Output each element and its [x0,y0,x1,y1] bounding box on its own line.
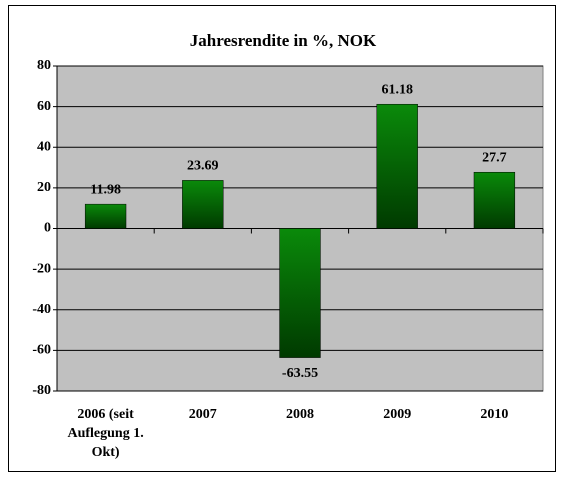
bar [473,171,516,229]
bar [376,103,418,229]
value-label: 61.18 [381,82,413,97]
bar [84,203,127,229]
value-label: 27.7 [482,150,507,165]
y-tick-label: -60 [32,343,51,358]
y-tick-label: 0 [44,221,51,236]
bar [182,180,224,229]
x-tick-label: 2008 [286,407,314,422]
y-tick-label: 20 [37,180,51,195]
y-tick-label: -20 [32,261,51,276]
x-tick-label: 2009 [383,407,412,422]
bar [279,228,321,358]
value-label: -63.55 [282,366,318,381]
x-tick-label: 2010 [480,407,509,422]
value-label: 23.69 [187,159,219,174]
x-tick-label: 2007 [188,407,217,422]
y-tick-label: 40 [37,139,51,154]
y-tick-label: 80 [37,58,51,73]
y-tick-label: -80 [32,383,51,398]
x-tick-label: 2006 (seit Auflegung 1. Okt) [67,407,144,460]
chart-title: Jahresrendite in %, NOK [190,31,377,50]
y-tick-label: -40 [32,302,51,317]
value-label: 11.98 [90,182,121,197]
y-tick-label: 60 [37,99,51,114]
